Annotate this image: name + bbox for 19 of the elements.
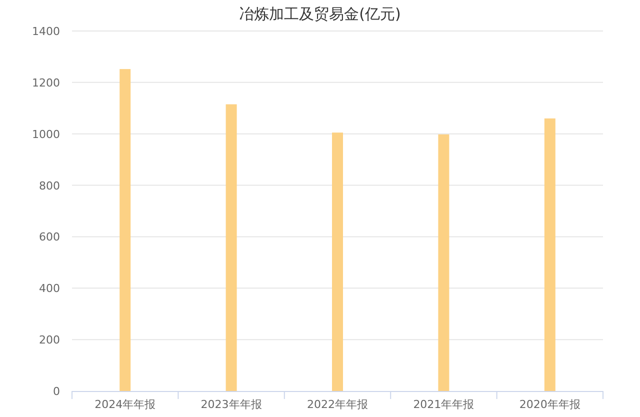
y-tick-label: 800 bbox=[39, 179, 60, 192]
y-tick-label: 200 bbox=[39, 334, 60, 347]
y-tick-label: 600 bbox=[39, 230, 60, 244]
bar bbox=[332, 132, 343, 391]
y-tick-label: 1000 bbox=[32, 128, 60, 141]
x-tick-label: 2022年年报 bbox=[307, 398, 368, 411]
x-tick-label: 2023年年报 bbox=[200, 398, 262, 411]
x-tick-label: 2024年年报 bbox=[94, 398, 156, 411]
bar bbox=[120, 69, 131, 391]
y-tick-label: 0 bbox=[53, 385, 60, 398]
bar bbox=[226, 104, 237, 391]
x-tick-label: 2020年年报 bbox=[519, 398, 580, 411]
y-tick-label: 400 bbox=[39, 282, 60, 296]
y-tick-label: 1400 bbox=[32, 25, 60, 38]
x-tick-label: 2021年年报 bbox=[413, 398, 474, 411]
bar bbox=[544, 118, 556, 391]
chart-title: 冶炼加工及贸易金(亿元) bbox=[239, 5, 401, 23]
y-tick-label: 1200 bbox=[32, 76, 60, 90]
bar bbox=[438, 134, 450, 391]
